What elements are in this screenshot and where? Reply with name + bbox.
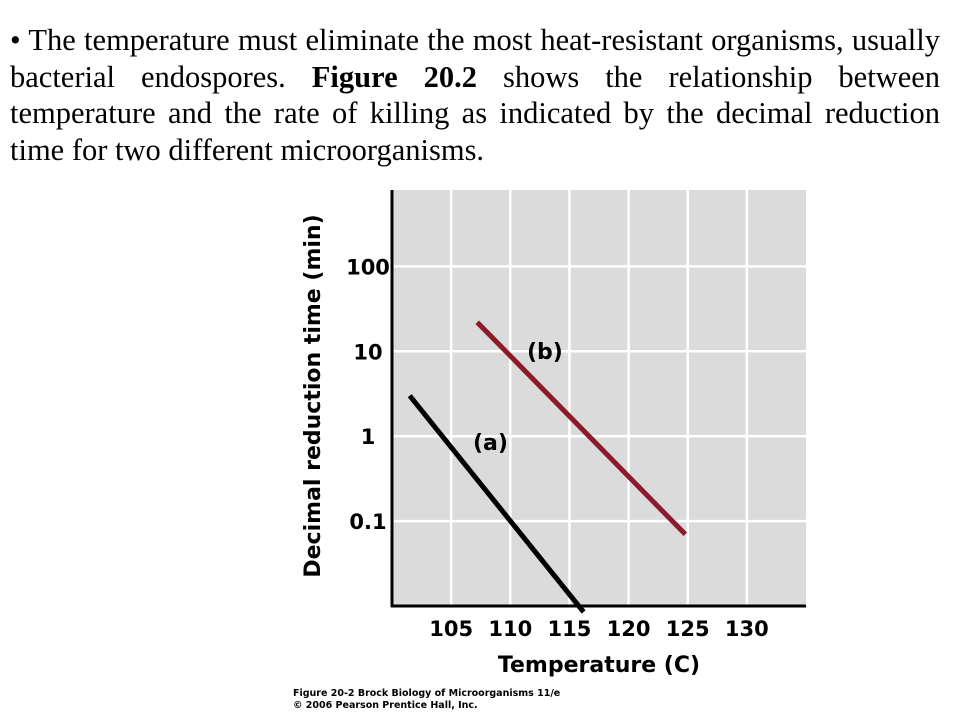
figure-caption: Figure 20-2 Brock Biology of Microorgani… (293, 688, 560, 712)
x-tick-label: 130 (725, 617, 769, 641)
paragraph-text-start: The temperature must eliminate the most … (10, 23, 940, 94)
series-lines (407, 320, 688, 614)
series-line-b (475, 320, 688, 537)
x-tick-label: 110 (488, 617, 532, 641)
x-axis-label: Temperature (C) (498, 653, 700, 678)
y-tick-label: 100 (346, 255, 390, 279)
series-labels: (a) (b) (473, 340, 563, 456)
paragraph-text-end: shows the relationship between temperatu… (10, 59, 941, 167)
y-tick-labels: 100 10 1 0.1 (346, 255, 390, 534)
slide-paragraph: • The temperature must eliminate the mos… (10, 22, 940, 168)
y-tick-label: 0.1 (349, 510, 386, 534)
axes (390, 190, 806, 608)
caption-line-1: Figure 20-2 Brock Biology of Microorgani… (293, 688, 561, 699)
x-tick-label: 125 (666, 617, 710, 641)
bullet: • (10, 23, 21, 57)
y-tick-label: 1 (361, 425, 376, 449)
series-label-a: (a) (473, 431, 508, 456)
figure-reference: Figure 20.2 (311, 59, 477, 94)
x-tick-label: 105 (429, 617, 473, 641)
y-tick-label: 10 (353, 340, 382, 364)
series-label-b: (b) (527, 340, 563, 365)
y-axis-label: Decimal reduction time (min) (301, 214, 326, 577)
series-line-a (407, 394, 586, 614)
plot-area (392, 190, 806, 606)
x-tick-labels: 105 110 115 120 125 130 (429, 617, 769, 641)
x-tick-label: 115 (548, 617, 592, 641)
x-tick-label: 120 (607, 617, 651, 641)
caption-line-2: © 2006 Pearson Prentice Hall, Inc. (293, 700, 478, 711)
